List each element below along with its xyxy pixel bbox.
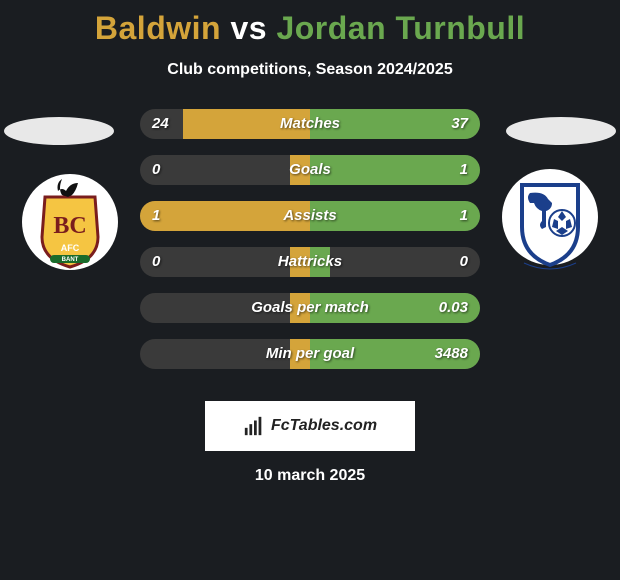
- stat-row: Goals per match0.03: [140, 293, 480, 323]
- stat-value-left: 0: [152, 247, 160, 277]
- fctables-logo-icon: [243, 415, 265, 437]
- stat-row: Hattricks0 0: [140, 247, 480, 277]
- stat-value-right: 1: [460, 201, 468, 231]
- stat-bars-container: Matches2437Goals01Assists11Hattricks00Go…: [140, 109, 480, 385]
- stat-row: Goals0 1: [140, 155, 480, 185]
- stat-value-right: 3488: [435, 339, 468, 369]
- stat-row: Assists1 1: [140, 201, 480, 231]
- stat-label: Hattricks: [140, 247, 480, 277]
- bradford-badge-icon: BC AFC BANT: [20, 167, 120, 277]
- stat-label: Matches: [140, 109, 480, 139]
- stat-value-left: 0: [152, 155, 160, 185]
- svg-text:AFC: AFC: [61, 243, 80, 253]
- stat-value-right: 0.03: [439, 293, 468, 323]
- date-text: 10 march 2025: [0, 467, 620, 485]
- stat-label: Min per goal: [140, 339, 480, 369]
- stat-value-left: 24: [152, 109, 169, 139]
- stat-value-left: 1: [152, 201, 160, 231]
- stat-value-right: 37: [451, 109, 468, 139]
- stat-value-right: 0: [460, 247, 468, 277]
- vs-text: vs: [230, 10, 267, 46]
- right-club-crest: [500, 167, 600, 277]
- stat-row: Min per goal3488: [140, 339, 480, 369]
- stat-label: Assists: [140, 201, 480, 231]
- branding-box: FcTables.com: [205, 401, 415, 451]
- subtitle: Club competitions, Season 2024/2025: [0, 61, 620, 79]
- left-club-crest: BC AFC BANT: [20, 167, 120, 277]
- comparison-arena: BC AFC BANT Matches2437Goals01Assists11H…: [0, 109, 620, 389]
- tranmere-badge-icon: [500, 167, 600, 277]
- stat-label: Goals: [140, 155, 480, 185]
- branding-text: FcTables.com: [271, 417, 377, 435]
- stat-row: Matches24 37: [140, 109, 480, 139]
- svg-text:BC: BC: [53, 213, 86, 239]
- stat-label: Goals per match: [140, 293, 480, 323]
- stat-value-right: 1: [460, 155, 468, 185]
- comparison-title: Baldwin vs Jordan Turnbull: [0, 0, 620, 47]
- right-ellipse-shadow: [506, 117, 616, 145]
- player2-name: Jordan Turnbull: [276, 10, 525, 46]
- left-ellipse-shadow: [4, 117, 114, 145]
- player1-name: Baldwin: [95, 10, 221, 46]
- svg-text:BANT: BANT: [62, 257, 79, 263]
